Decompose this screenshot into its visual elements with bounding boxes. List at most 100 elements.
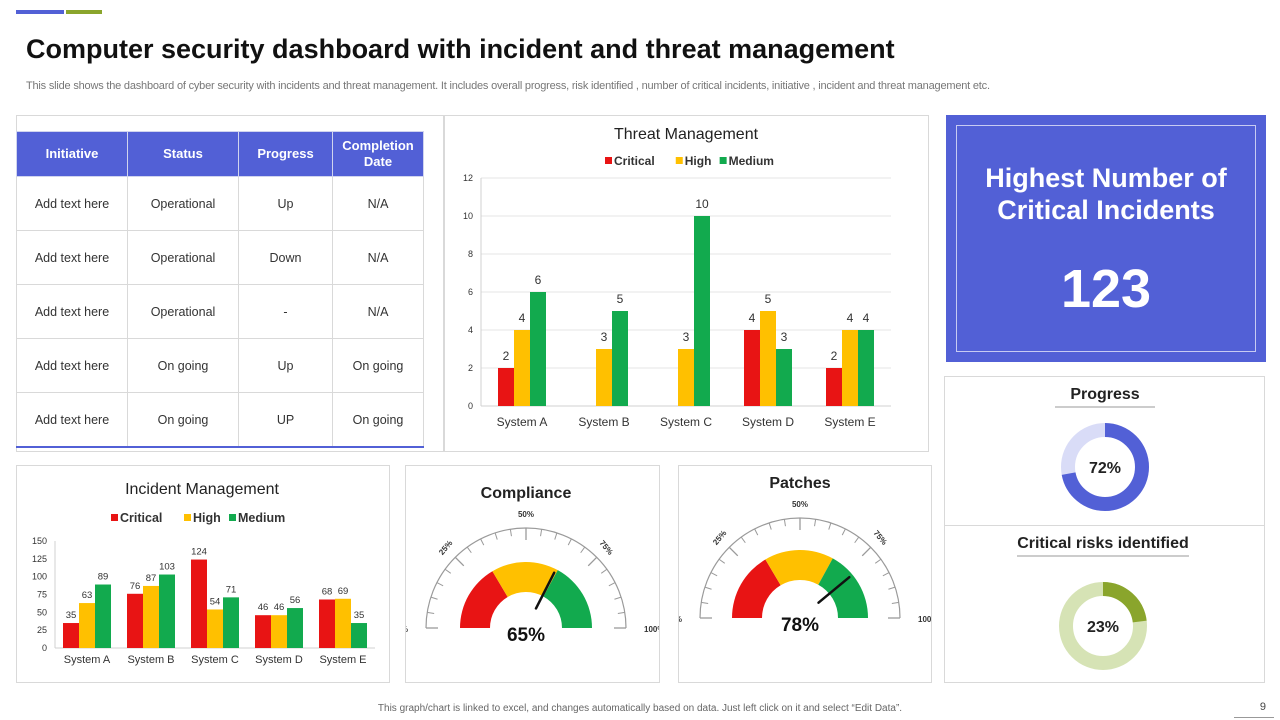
legend-label: High [193, 511, 221, 525]
accent-bar-green [66, 10, 102, 14]
gauge-tick [466, 546, 472, 554]
bar-high [678, 349, 694, 406]
legend-label: High [685, 154, 712, 168]
table-row[interactable]: Add text here Operational Down N/A [16, 230, 424, 285]
gauge-tick [454, 556, 465, 567]
panel-divider [945, 525, 1264, 526]
chart-title: Compliance [481, 485, 572, 502]
bar-critical [498, 368, 514, 406]
gauge-tick-label: 25% [711, 529, 728, 547]
bar-critical [319, 599, 335, 648]
gauge-tick-label: 75% [598, 539, 615, 557]
donut-segment [1059, 582, 1147, 670]
bar-high [760, 311, 776, 406]
data-label: 4 [863, 311, 870, 325]
footer-note: This graph/chart is linked to excel, and… [377, 703, 903, 714]
bar-high [271, 615, 287, 648]
y-tick-label: 2 [468, 363, 473, 373]
page-title: Computer security dashboard with inciden… [26, 34, 895, 64]
data-label: 5 [765, 292, 772, 306]
cell-status: On going [127, 392, 239, 448]
y-tick-label: 50 [37, 607, 47, 617]
chart-title: Critical risks identified [1017, 535, 1189, 552]
gauge-band [460, 571, 508, 628]
header-progress[interactable]: Progress [238, 131, 333, 177]
data-label: 69 [338, 586, 349, 597]
gauge-tick [854, 536, 860, 544]
bar-high [143, 585, 159, 648]
gauge-tick [480, 538, 485, 546]
gauge-tick [704, 586, 712, 590]
gauge-tick [891, 601, 899, 604]
cell-completion: N/A [332, 176, 424, 231]
table-row[interactable]: Add text here On going UP On going [16, 392, 424, 448]
bar-medium [287, 608, 303, 648]
gauge-value-label: 65% [507, 625, 545, 646]
gauge-tick [436, 582, 444, 587]
header-status[interactable]: Status [127, 131, 239, 177]
bar-critical [127, 593, 143, 648]
gauge-tick-label: 50% [518, 510, 534, 519]
header-completion-date[interactable]: Completion Date [332, 131, 424, 177]
data-label: 54 [210, 596, 221, 607]
table-row[interactable]: Add text here Operational - N/A [16, 284, 424, 339]
x-category-label: System B [578, 415, 629, 429]
gauge-needle [534, 571, 556, 610]
gauge-tick [728, 546, 739, 557]
bar-high [79, 603, 95, 648]
data-label: 10 [695, 197, 709, 211]
y-tick-label: 125 [32, 554, 47, 564]
data-label: 3 [781, 330, 788, 344]
legend-label: Medium [238, 511, 285, 525]
gauge-tick [494, 532, 498, 540]
gauge-tick [427, 611, 435, 614]
legend-swatch [675, 157, 683, 164]
legend-label: Medium [729, 154, 774, 168]
gauge-tick-label: 100% [644, 625, 659, 634]
gauge-band [732, 559, 781, 618]
critical-incidents-card: Highest Number of Critical Incidents 123 [946, 115, 1266, 362]
cell-completion: On going [332, 338, 424, 393]
donut-value-label: 72% [1089, 460, 1121, 477]
initiative-table: Initiative Status Progress Completion Da… [16, 131, 424, 448]
gauge-band [543, 570, 592, 628]
y-tick-label: 0 [468, 401, 473, 411]
bar-critical [826, 368, 842, 406]
x-category-label: System A [497, 415, 548, 429]
x-category-label: System D [742, 415, 794, 429]
x-category-label: System A [64, 654, 111, 666]
gauge-band [492, 562, 558, 598]
gauge-tick [600, 568, 608, 574]
compliance-gauge: Compliance 0% 25% 50% 75% 100% 65% [396, 485, 664, 646]
header-initiative[interactable]: Initiative [16, 131, 128, 177]
gauge-tick-label: 100% [918, 615, 931, 624]
data-label: 6 [535, 273, 542, 287]
bar-critical [744, 330, 760, 406]
incident-panel: Incident Management Critical High Medium 0 25… [16, 465, 390, 683]
cell-progress: Up [238, 338, 333, 393]
patches-panel: Patches 0% 25% 50% 75% 100% 78% [670, 465, 938, 683]
y-tick-label: 75 [37, 590, 47, 600]
legend-swatch [719, 157, 727, 164]
gauge-tick [828, 522, 832, 530]
legend-swatch [111, 514, 118, 521]
table-row[interactable]: Add text here On going Up On going [16, 338, 424, 393]
incident-management-chart: Incident Management Critical High Medium 0 25… [32, 481, 375, 666]
bar-medium [95, 584, 111, 648]
data-label: 124 [191, 547, 207, 558]
data-label: 63 [82, 590, 93, 601]
progress-donut-chart: Progress 72% [1055, 386, 1155, 511]
patches-gauge: Patches 0% 25% 50% 75% 100% 78% [670, 475, 938, 636]
table-header-row: Initiative Status Progress Completion Da… [16, 131, 424, 177]
donut-segment [1061, 423, 1149, 511]
page-number-underline [1234, 717, 1274, 718]
table-row[interactable]: Add text here Operational Up N/A [16, 176, 424, 231]
page-subtitle: This slide shows the dashboard of cyber … [26, 80, 990, 92]
gauge-tick [580, 546, 586, 554]
cell-status: Operational [127, 230, 239, 285]
gauge-tick [768, 522, 772, 530]
cell-completion: N/A [332, 284, 424, 339]
y-tick-label: 10 [463, 211, 473, 221]
bar-high [596, 349, 612, 406]
data-label: 71 [226, 584, 237, 595]
